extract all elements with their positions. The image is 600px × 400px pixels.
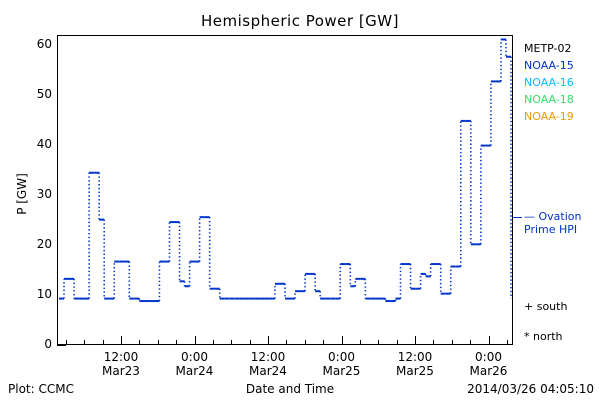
x-tick-label: 0:00 Mar24	[150, 350, 240, 378]
x-tick-minor	[506, 340, 508, 345]
x-tick-date: Mar25	[322, 364, 361, 378]
y-tick-label: 60	[36, 37, 52, 51]
south-symbol-label: + south	[524, 300, 568, 313]
x-tick-label: 12:00 Mar24	[223, 350, 313, 378]
x-tick-major	[488, 336, 490, 345]
y-tick-label: 30	[36, 187, 52, 201]
x-tick-label: 12:00 Mar25	[370, 350, 460, 378]
x-tick-time: 12:00	[397, 350, 433, 364]
x-tick-major	[121, 336, 122, 345]
x-tick-minor	[359, 340, 361, 345]
x-tick-minor	[433, 340, 435, 345]
x-tick-time: 12:00	[103, 350, 139, 364]
x-tick-minor	[396, 340, 398, 345]
legend-item-noaa-18: NOAA-18	[524, 93, 574, 106]
series-ovation-prime-hpi	[58, 38, 512, 303]
x-tick-time: 0:00	[328, 350, 355, 364]
x-tick-minor	[249, 340, 251, 345]
x-tick-major	[415, 336, 416, 345]
x-tick-minor	[139, 340, 141, 345]
x-tick-date: Mar25	[396, 364, 434, 378]
x-axis-title: Date and Time	[245, 382, 335, 396]
y-tick-label: 40	[36, 137, 52, 151]
x-tick-date: Mar23	[102, 364, 140, 378]
x-tick-minor	[470, 340, 472, 345]
x-tick-label: 0:00 Mar25	[297, 350, 387, 378]
x-tick-date: Mar26	[469, 364, 508, 378]
legend-item-noaa-15: NOAA-15	[524, 59, 574, 72]
x-tick-minor	[65, 340, 67, 345]
legend-item-noaa-16: NOAA-16	[524, 76, 574, 89]
chart-title: Hemispheric Power [GW]	[201, 12, 399, 30]
legend-item-noaa-19: NOAA-19	[524, 110, 574, 123]
plot-timestamp: 2014/03/26 04:05:10	[467, 382, 594, 396]
x-tick-time: 0:00	[181, 350, 208, 364]
x-tick-minor	[231, 340, 233, 345]
x-tick-date: Mar24	[249, 364, 287, 378]
plot-credit: Plot: CCMC	[8, 382, 74, 396]
ovation-label-line1: — Ovation	[524, 210, 582, 223]
x-tick-minor	[84, 340, 86, 345]
ovation-annotation: — Ovation Prime HPI	[524, 210, 600, 236]
x-tick-major	[341, 336, 343, 345]
x-tick-time: 0:00	[475, 350, 502, 364]
y-tick-label: 20	[36, 237, 52, 251]
legend: METP-02 NOAA-15 NOAA-16 NOAA-18 NOAA-19	[524, 40, 600, 125]
x-tick-major	[194, 336, 196, 345]
x-tick-minor	[157, 340, 159, 345]
plot-area	[57, 35, 513, 345]
x-tick-time: 12:00	[250, 350, 286, 364]
x-tick-minor	[212, 340, 214, 345]
y-tick-label: 10	[36, 287, 52, 301]
ovation-line-marker	[513, 217, 522, 218]
x-tick-minor	[323, 340, 325, 345]
y-tick-label: 50	[36, 87, 52, 101]
x-tick-minor	[102, 340, 104, 345]
x-tick-minor	[451, 340, 453, 345]
x-tick-minor	[286, 340, 288, 345]
x-tick-minor	[378, 340, 380, 345]
x-tick-major	[268, 336, 269, 345]
x-tick-label: 0:00 Mar26	[444, 350, 534, 378]
x-tick-minor	[304, 340, 306, 345]
y-tick-label: 0	[44, 337, 52, 351]
x-tick-minor	[176, 340, 178, 345]
x-tick-label: 12:00 Mar23	[76, 350, 166, 378]
y-tick-major	[57, 345, 66, 346]
ovation-label-line2: Prime HPI	[524, 223, 578, 236]
north-symbol-label: * north	[524, 330, 563, 343]
x-tick-date: Mar24	[175, 364, 214, 378]
legend-item-metp-02: METP-02	[524, 42, 572, 55]
